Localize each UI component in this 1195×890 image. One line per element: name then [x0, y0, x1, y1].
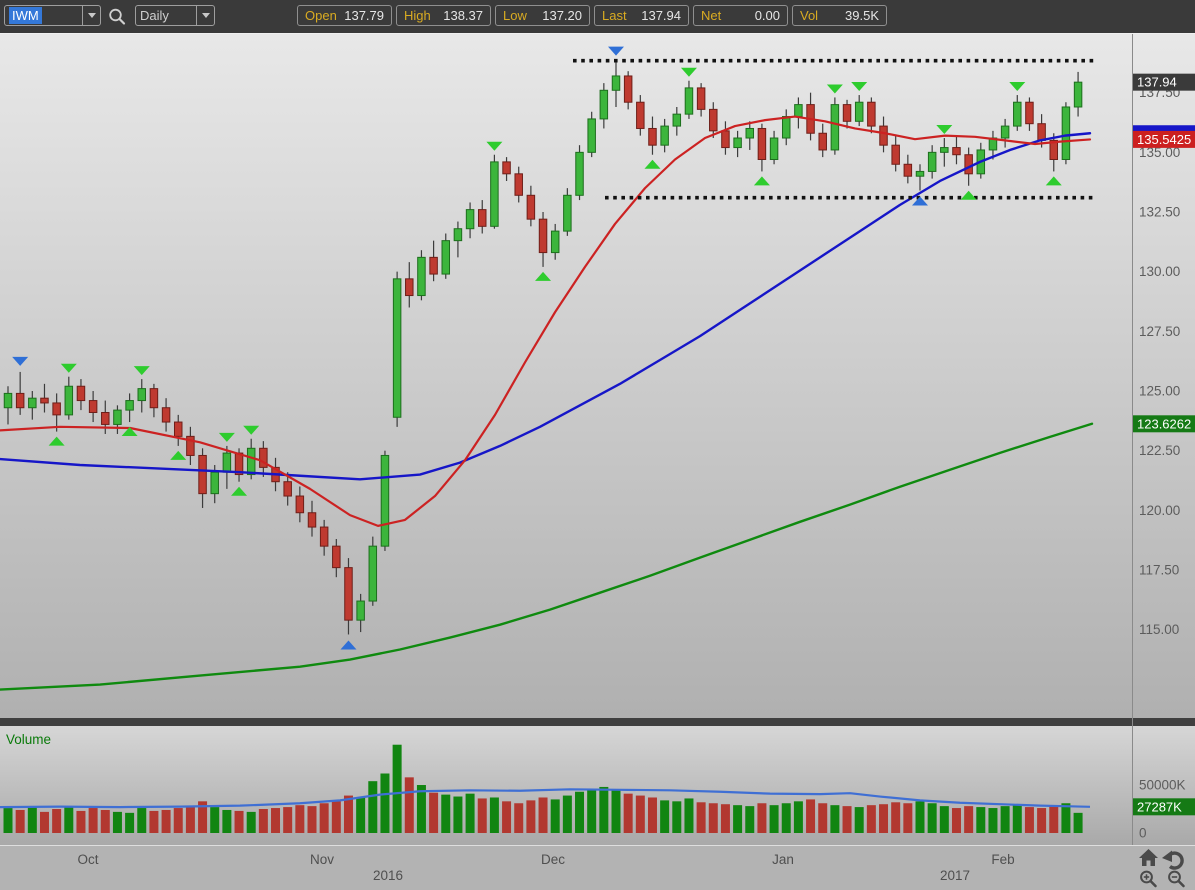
quote-label: Last [602, 8, 627, 23]
volume-series[interactable] [3, 744, 1083, 833]
svg-text:135.5425: 135.5425 [1137, 132, 1191, 147]
home-icon[interactable] [1139, 849, 1158, 866]
svg-text:122.50: 122.50 [1139, 443, 1180, 458]
quote-cell-high: High 138.37 [396, 5, 491, 26]
price-axis-labels[interactable]: 137.50135.00132.50130.00127.50125.00122.… [1139, 85, 1186, 840]
quote-label: Vol [800, 8, 819, 23]
timeframe-value: Daily [140, 8, 169, 23]
chevron-down-icon [87, 13, 96, 18]
quote-label: Low [503, 8, 527, 23]
svg-text:132.50: 132.50 [1139, 205, 1180, 220]
fast-ma-axis-label: 135.5425 [1133, 130, 1195, 148]
svg-text:137.94: 137.94 [1137, 75, 1177, 90]
quote-label: Net [701, 8, 722, 23]
svg-text:123.6262: 123.6262 [1137, 416, 1191, 431]
quote-cell-last: Last 137.94 [594, 5, 689, 26]
symbol-value[interactable]: IWM [9, 7, 42, 24]
price-panel-bg [0, 33, 1195, 718]
svg-text:117.50: 117.50 [1139, 563, 1179, 578]
zoom-out-icon[interactable] [1168, 870, 1185, 888]
mid-ma-line[interactable] [0, 132, 1092, 481]
volume-panel-title: Volume [6, 732, 51, 747]
svg-text:135.00: 135.00 [1139, 145, 1180, 160]
chevron-down-icon [201, 13, 210, 18]
quote-value: 138.37 [443, 8, 483, 23]
quote-label: High [404, 8, 431, 23]
svg-text:2016: 2016 [373, 868, 403, 883]
symbol-dropdown-button[interactable] [82, 6, 100, 25]
svg-text:Nov: Nov [310, 852, 334, 867]
svg-text:0: 0 [1139, 826, 1147, 841]
swing-markers [12, 46, 1062, 650]
symbol-input[interactable]: IWM [4, 5, 101, 26]
svg-text:125.00: 125.00 [1139, 384, 1180, 399]
time-axis-labels: Oct Nov Dec Jan Feb 2016 2017 [77, 852, 1014, 883]
quote-label: Open [305, 8, 337, 23]
slow-ma-line[interactable] [0, 422, 1094, 691]
svg-text:Jan: Jan [772, 852, 794, 867]
undo-icon[interactable] [1162, 850, 1184, 870]
volume-ma-line[interactable] [0, 788, 1091, 809]
zoom-in-icon[interactable] [1140, 870, 1157, 888]
quote-value: 0.00 [754, 8, 780, 23]
svg-text:120.00: 120.00 [1139, 503, 1180, 518]
quote-cell-low: Low 137.20 [495, 5, 590, 26]
quote-value: 137.20 [542, 8, 582, 23]
svg-text:130.00: 130.00 [1139, 264, 1180, 279]
svg-text:115.00: 115.00 [1139, 622, 1179, 637]
quote-cell-open: Open 137.79 [297, 5, 392, 26]
svg-text:127.50: 127.50 [1139, 324, 1180, 339]
slow-ma-axis-label: 123.6262 [1133, 415, 1195, 433]
time-axis-strip[interactable] [0, 845, 1195, 890]
svg-text:Feb: Feb [991, 852, 1014, 867]
timeframe-select[interactable]: Daily [135, 5, 215, 26]
fast-ma-line[interactable] [0, 115, 1092, 527]
svg-text:50000K: 50000K [1139, 778, 1186, 793]
search-icon[interactable] [107, 7, 127, 27]
top-toolbar: IWM Daily Open 137.79 High [0, 0, 1195, 33]
last-price-axis-label: 137.94 [1133, 73, 1195, 91]
svg-text:2017: 2017 [940, 868, 970, 883]
svg-text:27287K: 27287K [1137, 799, 1182, 814]
svg-text:Oct: Oct [77, 852, 98, 867]
volume-ma-axis-label: 27287K [1133, 798, 1195, 816]
quote-value: 137.94 [641, 8, 681, 23]
quote-cell-net: Net 0.00 [693, 5, 788, 26]
svg-text:Dec: Dec [541, 852, 565, 867]
panel-separator[interactable] [0, 718, 1195, 726]
quote-board: Open 137.79 High 138.37 Low 137.20 Last … [297, 5, 887, 26]
quote-value: 39.5K [845, 8, 879, 23]
quote-value: 137.79 [344, 8, 384, 23]
symbol-text-wrap[interactable]: IWM [5, 6, 82, 25]
timeframe-dropdown-button[interactable] [196, 6, 214, 25]
quote-cell-vol: Vol 39.5K [792, 5, 887, 26]
